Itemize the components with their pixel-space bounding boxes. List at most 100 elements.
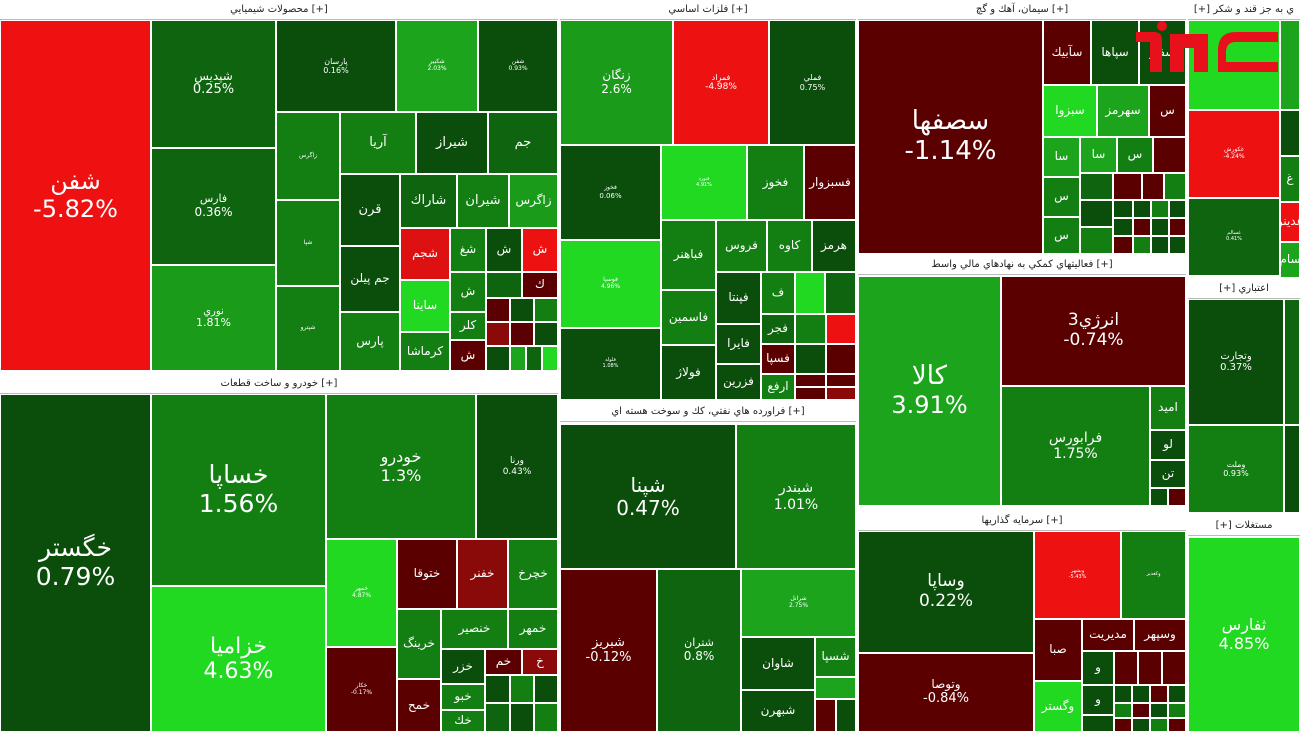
stock-tile[interactable]: سا	[1043, 137, 1080, 177]
stock-tile[interactable]: سبزوا	[1043, 85, 1097, 137]
stock-tile[interactable]: ختوقا	[397, 539, 457, 609]
stock-tile[interactable]	[1284, 299, 1300, 425]
stock-tile[interactable]: ش	[486, 228, 522, 272]
stock-tile[interactable]	[1168, 488, 1186, 506]
stock-tile[interactable]	[486, 272, 522, 298]
stock-tile[interactable]: هرمز	[812, 220, 856, 272]
stock-tile[interactable]	[534, 322, 558, 346]
stock-tile[interactable]: مديريت	[1082, 619, 1134, 651]
stock-tile[interactable]: خساپا 1.56%	[151, 394, 326, 586]
stock-tile[interactable]: شاراك	[400, 174, 457, 228]
stock-tile[interactable]	[1082, 715, 1114, 732]
stock-tile[interactable]: انرژي3 -0.74%	[1001, 276, 1186, 386]
stock-tile[interactable]: زنگان 2.6%	[560, 20, 673, 145]
stock-tile[interactable]: خمهر 4.87%	[326, 539, 397, 647]
stock-tile[interactable]: فلوله 1.08%	[560, 328, 661, 400]
stock-tile[interactable]: غكورش -4.24%	[1188, 110, 1280, 198]
stock-tile[interactable]: فايرا	[716, 324, 761, 364]
stock-tile[interactable]: وتوصا -0.84%	[858, 653, 1034, 732]
stock-tile[interactable]	[510, 703, 534, 732]
stock-tile[interactable]: شفن 0.93%	[478, 20, 558, 112]
stock-tile[interactable]: فجر	[761, 314, 795, 344]
stock-tile[interactable]: سپاها	[1091, 20, 1139, 85]
stock-tile[interactable]	[795, 387, 826, 400]
stock-tile[interactable]	[486, 298, 510, 322]
stock-tile[interactable]	[1150, 718, 1168, 732]
sector-header-chemicals[interactable]: محصولات شيميايي [+]	[0, 0, 558, 20]
stock-tile[interactable]	[485, 703, 510, 732]
stock-tile[interactable]	[815, 677, 856, 699]
stock-tile[interactable]: سصفها -1.14%	[858, 20, 1043, 254]
stock-tile[interactable]	[534, 675, 558, 703]
stock-tile[interactable]	[1169, 236, 1186, 254]
stock-tile[interactable]: خمهر	[508, 609, 558, 649]
stock-tile[interactable]	[1132, 703, 1150, 718]
sector-header-realestate[interactable]: [+] مستغلات	[1188, 516, 1300, 536]
stock-tile[interactable]: خزر	[441, 649, 485, 684]
stock-tile[interactable]: زاگرس	[276, 112, 340, 200]
sector-header-credit[interactable]: [+] اعتباري	[1188, 279, 1300, 299]
stock-tile[interactable]	[1113, 200, 1133, 218]
stock-tile[interactable]: شپديس 0.25%	[151, 20, 276, 148]
stock-tile[interactable]: جم پيلن	[340, 246, 400, 312]
stock-tile[interactable]: كاوه	[767, 220, 812, 272]
stock-tile[interactable]: اميد	[1150, 386, 1186, 430]
stock-tile[interactable]: تن	[1150, 460, 1186, 488]
stock-tile[interactable]	[1080, 173, 1113, 200]
stock-tile[interactable]: شبريز -0.12%	[560, 569, 657, 732]
stock-tile[interactable]: شاوان	[741, 637, 815, 690]
stock-tile[interactable]: سآبيك	[1043, 20, 1091, 85]
stock-tile[interactable]	[815, 699, 836, 732]
stock-tile[interactable]: كالا 3.91%	[858, 276, 1001, 506]
stock-tile[interactable]: و	[1082, 651, 1114, 685]
stock-tile[interactable]: ورنا 0.43%	[476, 394, 558, 539]
stock-tile[interactable]	[836, 699, 856, 732]
stock-tile[interactable]: فوسپا 4.96%	[560, 240, 661, 328]
stock-tile[interactable]: ارفع	[761, 374, 795, 400]
stock-tile[interactable]: شسپا	[815, 637, 856, 677]
stock-tile[interactable]: س	[1043, 177, 1080, 217]
stock-tile[interactable]	[826, 374, 856, 387]
stock-tile[interactable]: غ	[1280, 156, 1300, 202]
stock-tile[interactable]: فرابورس 1.75%	[1001, 386, 1150, 506]
stock-tile[interactable]	[1132, 685, 1150, 703]
stock-tile[interactable]	[795, 374, 826, 387]
stock-tile[interactable]: شپترو	[276, 286, 340, 371]
stock-tile[interactable]	[795, 344, 826, 374]
stock-tile[interactable]	[1169, 200, 1186, 218]
stock-tile[interactable]: خنصير	[441, 609, 508, 649]
stock-tile[interactable]: فاسمين	[661, 290, 716, 345]
stock-tile[interactable]: شبهرن	[741, 690, 815, 732]
stock-tile[interactable]	[1113, 218, 1133, 236]
stock-tile[interactable]: فارس 0.36%	[151, 148, 276, 265]
stock-tile[interactable]: خ	[522, 649, 558, 675]
stock-tile[interactable]: نوري 1.81%	[151, 265, 276, 371]
stock-tile[interactable]	[1280, 110, 1300, 156]
stock-tile[interactable]	[1153, 137, 1186, 173]
stock-tile[interactable]: سام	[1280, 242, 1300, 278]
sector-header-food[interactable]: [+] ي به جز قند و شكر	[1188, 0, 1300, 20]
stock-tile[interactable]: جم	[488, 112, 558, 174]
stock-tile[interactable]	[1150, 703, 1168, 718]
stock-tile[interactable]: فولاژ	[661, 345, 716, 400]
stock-tile[interactable]	[825, 272, 856, 314]
stock-tile[interactable]	[534, 703, 558, 732]
stock-tile[interactable]: شتران 0.8%	[657, 569, 741, 732]
stock-tile[interactable]	[826, 314, 856, 344]
stock-tile[interactable]	[1114, 651, 1138, 685]
stock-tile[interactable]: غدينو	[1280, 202, 1300, 242]
stock-tile[interactable]: وملت 0.93%	[1188, 425, 1284, 513]
stock-tile[interactable]	[1132, 718, 1150, 732]
stock-tile[interactable]: وتجارت 0.37%	[1188, 299, 1284, 425]
stock-tile[interactable]: س	[1117, 137, 1153, 173]
stock-tile[interactable]	[1150, 488, 1168, 506]
stock-tile[interactable]	[1162, 651, 1186, 685]
stock-tile[interactable]	[1133, 200, 1151, 218]
stock-tile[interactable]: ك	[522, 272, 558, 298]
stock-tile[interactable]: فباهنر	[661, 220, 716, 290]
sector-header-financial[interactable]: فعاليتهاي كمكي به نهادهاي مالي واسط [+]	[858, 255, 1186, 275]
stock-tile[interactable]: ش	[522, 228, 558, 272]
stock-tile[interactable]	[1151, 236, 1169, 254]
stock-tile[interactable]	[485, 675, 510, 703]
stock-tile[interactable]: ش	[450, 272, 486, 312]
